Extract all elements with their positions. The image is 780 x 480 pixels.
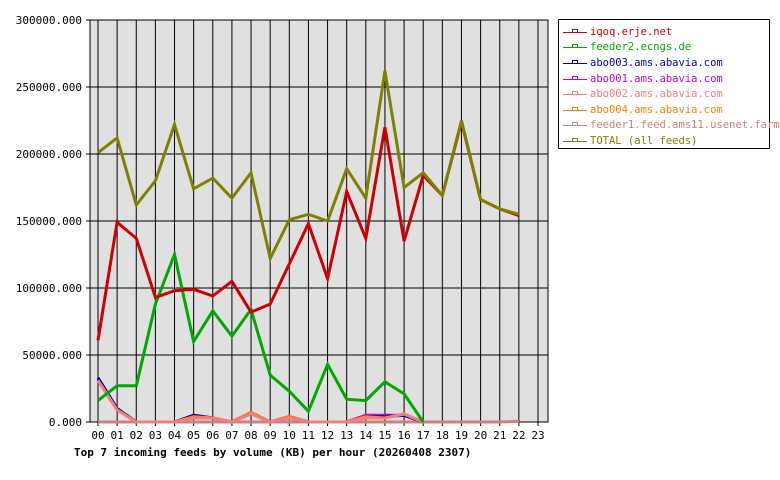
x-tick-label: 22 [512, 429, 525, 442]
legend-line-icon [563, 28, 587, 36]
y-tick-label: 200000.000 [16, 148, 82, 161]
legend-label: abo002.ams.abavia.com [590, 88, 723, 101]
x-tick-label: 03 [149, 429, 162, 442]
y-tick-label: 150000.000 [16, 215, 82, 228]
x-tick-label: 19 [455, 429, 468, 442]
x-tick-label: 21 [493, 429, 506, 442]
x-tick-label: 14 [359, 429, 373, 442]
series-line [97, 249, 425, 423]
x-tick-label: 10 [283, 429, 296, 442]
series-lines [96, 70, 520, 424]
y-tick-label: 0.000 [49, 416, 82, 429]
legend-item: abo001.ams.abavia.com [563, 71, 769, 87]
x-tick-label: 12 [321, 429, 334, 442]
x-tick-label: 17 [417, 429, 430, 442]
y-tick-label: 50000.000 [22, 349, 82, 362]
legend-line-icon [563, 59, 587, 67]
legend-label: feeder1.feed.ams11.usenet.farm [590, 119, 780, 132]
x-axis-ticks: 00 01 02 03 04 05 06 07 08 09 10 11 12 13 14 15 16 17 18 19… [91, 429, 544, 442]
legend-line-icon [563, 90, 587, 98]
x-tick-label: 11 [302, 429, 315, 442]
x-tick-label: 05 [187, 429, 200, 442]
legend-item: feeder1.feed.ams11.usenet.farm [563, 118, 780, 134]
x-tick-label: 01 [111, 429, 124, 442]
legend-label: TOTAL (all feeds) [590, 134, 698, 147]
x-tick-label: 00 [91, 429, 104, 442]
legend-item: abo004.ams.abavia.com [563, 102, 769, 118]
x-tick-label: 13 [340, 429, 353, 442]
x-tick-label: 06 [206, 429, 219, 442]
legend-label: abo004.ams.abavia.com [590, 103, 723, 116]
x-tick-label: 15 [378, 429, 391, 442]
legend-line-icon [563, 43, 587, 51]
legend-item: abo002.ams.abavia.com [563, 86, 769, 102]
legend-item: feeder2.ecngs.de [563, 40, 769, 56]
legend-label: abo003.ams.abavia.com [590, 56, 723, 69]
legend-line-icon [563, 75, 587, 83]
legend-item: iqoq.erje.net [563, 24, 769, 40]
x-tick-label: 07 [225, 429, 238, 442]
x-tick-label: 20 [474, 429, 487, 442]
x-tick-label: 18 [436, 429, 449, 442]
legend-line-icon [563, 137, 587, 145]
chart-title: Top 7 incoming feeds by volume (KB) per … [74, 446, 471, 459]
legend-label: iqoq.erje.net [590, 25, 673, 38]
x-tick-label: 23 [531, 429, 544, 442]
series-line [97, 70, 520, 263]
series-line [96, 379, 424, 424]
legend-item: TOTAL (all feeds) [563, 133, 769, 149]
legend-label: abo001.ams.abavia.com [590, 72, 723, 85]
x-tick-label: 09 [264, 429, 277, 442]
y-tick-label: 250000.000 [16, 81, 82, 94]
legend: iqoq.erje.net feeder2.ecngs.de abo003.ams.… [558, 19, 780, 149]
x-tick-label: 02 [130, 429, 143, 442]
y-tick-label: 300000.000 [16, 14, 82, 27]
legend-item: abo003.ams.abavia.com [563, 55, 769, 71]
legend-line-icon [563, 106, 587, 114]
y-tick-label: 100000.000 [16, 282, 82, 295]
x-tick-label: 16 [397, 429, 410, 442]
legend-label: feeder2.ecngs.de [590, 41, 692, 54]
y-axis-ticks: 0.000 50000.000 100000.000 150000.000 200000… [16, 14, 82, 429]
x-tick-label: 04 [168, 429, 182, 442]
legend-line-icon [563, 121, 587, 129]
x-tick-label: 08 [244, 429, 257, 442]
